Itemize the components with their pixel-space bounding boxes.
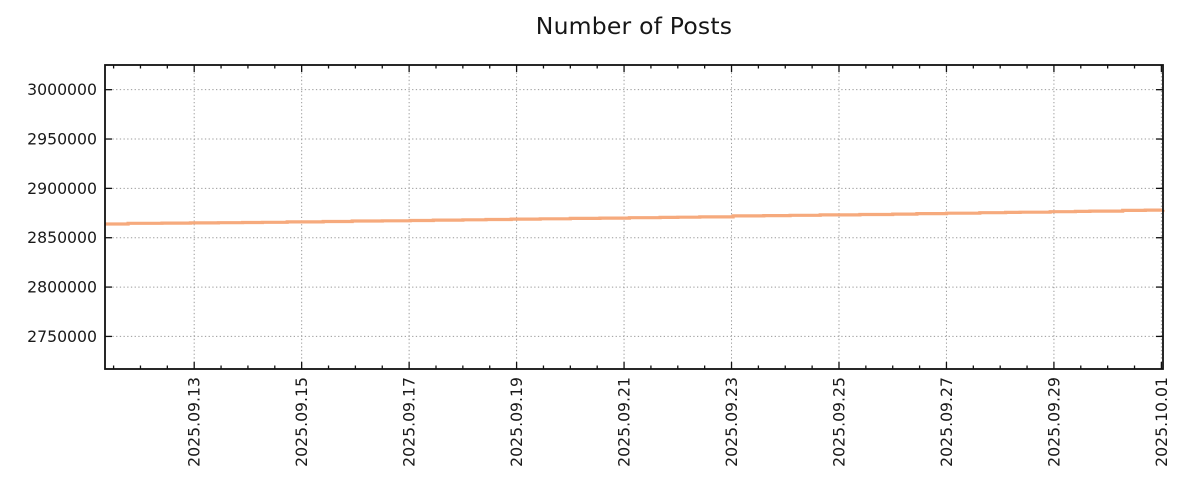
x-tick-label: 2025.09.15	[292, 377, 311, 467]
x-tick-label: 2025.09.19	[507, 377, 526, 467]
x-tick-label: 2025.09.17	[400, 377, 419, 467]
y-tick-label: 3000000	[27, 80, 97, 99]
y-tick-label: 2900000	[27, 179, 97, 198]
x-tick-label: 2025.09.13	[185, 377, 204, 467]
plot-border	[104, 64, 1164, 370]
series-line-number-of-posts	[105, 208, 1165, 226]
chart-title: Number of Posts	[535, 12, 733, 40]
x-tick-label: 2025.09.29	[1044, 377, 1063, 467]
x-tick-label: 2025.10.01	[1152, 377, 1171, 467]
y-tick-label: 2750000	[27, 327, 97, 346]
y-tick-label: 2850000	[27, 228, 97, 247]
x-tick-label: 2025.09.23	[722, 377, 741, 467]
x-tick-label: 2025.09.21	[615, 377, 634, 467]
x-tick-label: 2025.09.25	[829, 377, 848, 467]
y-tick-label: 2950000	[27, 130, 97, 149]
y-tick-label: 2800000	[27, 278, 97, 297]
x-tick-label: 2025.09.27	[937, 377, 956, 467]
